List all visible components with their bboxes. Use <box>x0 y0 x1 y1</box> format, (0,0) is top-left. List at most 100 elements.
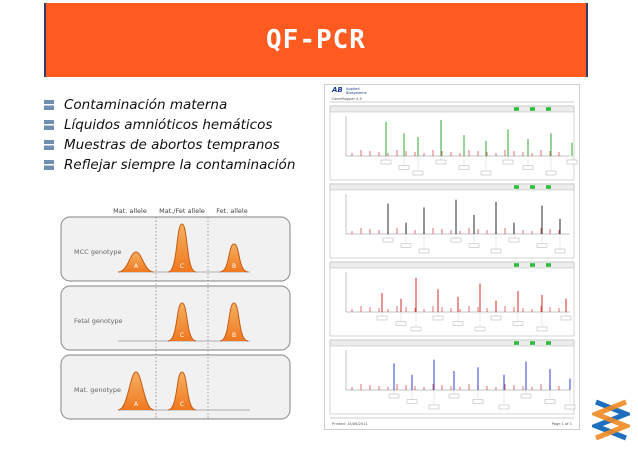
peak-label: C <box>180 332 184 339</box>
allele-call-box <box>450 237 462 243</box>
allele-call-box <box>400 243 412 248</box>
peak-label: B <box>232 263 236 270</box>
status-indicator <box>546 185 551 189</box>
peak-allele-c <box>167 371 197 411</box>
status-indicator <box>530 107 535 111</box>
status-indicator <box>514 341 519 345</box>
status-indicator <box>514 263 519 267</box>
allele-call-box <box>376 315 388 321</box>
bullet-text: Contaminación materna <box>64 97 228 113</box>
peak-allele-c <box>167 302 197 342</box>
brand-line: Applied <box>346 87 360 91</box>
column-header: Fet. allele <box>216 207 247 215</box>
allele-call-box <box>395 321 407 326</box>
trace-panel <box>329 339 575 415</box>
peak-allele-c <box>167 223 197 273</box>
peak-label: A <box>134 263 139 270</box>
allele-call-box <box>412 170 424 176</box>
bullet-square-icon <box>44 100 54 110</box>
peak-label: C <box>180 401 184 408</box>
bullet-item: Líquidos amnióticos hemáticos <box>44 115 295 135</box>
bullet-text: Líquidos amnióticos hemáticos <box>64 117 273 133</box>
allele-call-box <box>474 326 486 332</box>
bullet-square-icon <box>44 160 54 170</box>
allele-call-box <box>418 248 430 254</box>
bullet-square-icon <box>44 120 54 130</box>
allele-call-box <box>452 321 464 326</box>
allele-call-box <box>428 404 440 410</box>
bullet-item: Muestras de abortos tempranos <box>44 135 295 155</box>
peak-label: C <box>180 263 184 270</box>
status-indicator <box>546 263 551 267</box>
status-indicator <box>546 107 551 111</box>
peak-label: B <box>232 332 236 339</box>
status-indicator <box>514 107 519 111</box>
slide-title: QF-PCR <box>266 25 366 55</box>
brand-logo-icon: AB <box>331 86 343 94</box>
allele-call-box <box>406 399 418 404</box>
allele-call-box <box>508 237 520 243</box>
report-footer-left: Printed: 14/06/2011 <box>332 422 368 426</box>
column-header: Mat. allele <box>113 207 147 215</box>
allele-call-box <box>522 165 534 170</box>
trace-panel <box>329 105 575 181</box>
genotype-diagram: Mat. allele Mat./Fet allele Fet. allele … <box>60 207 291 420</box>
allele-call-box <box>468 243 480 248</box>
bullet-item: Contaminación materna <box>44 95 295 115</box>
bullet-item: Reflejar siempre la contaminación <box>44 155 295 175</box>
allele-call-box <box>560 315 572 321</box>
allele-call-box <box>490 248 502 254</box>
title-band: QF-PCR <box>44 3 588 77</box>
allele-call-box <box>566 159 578 165</box>
row-label: MCC genotype <box>74 248 122 256</box>
peak-allele-b <box>219 243 249 273</box>
allele-call-box <box>448 393 460 399</box>
bullet-square-icon <box>44 140 54 150</box>
maternal-panel <box>60 354 291 420</box>
allele-call-box <box>564 404 576 410</box>
trace-panel <box>329 261 575 337</box>
allele-call-box <box>480 170 492 176</box>
trace-panel <box>329 183 575 259</box>
allele-call-box <box>544 399 556 404</box>
allele-call-box <box>512 321 524 326</box>
status-indicator <box>530 185 535 189</box>
allele-call-box <box>536 243 548 248</box>
allele-call-box <box>490 315 502 321</box>
peak-allele-a <box>117 371 155 411</box>
report-footer-right: Page 1 of 1 <box>552 422 572 426</box>
allele-call-box <box>380 159 392 165</box>
column-header: Mat./Fet allele <box>159 207 205 215</box>
allele-call-box <box>554 248 566 254</box>
allele-call-box <box>435 159 447 165</box>
peak-allele-a <box>117 251 155 273</box>
peak-label: A <box>134 401 139 408</box>
allele-call-box <box>545 170 557 176</box>
bullet-text: Reflejar siempre la contaminación <box>64 157 296 173</box>
allele-call-box <box>398 165 410 170</box>
trace-panel-header <box>329 183 575 191</box>
allele-call-box <box>458 165 470 170</box>
allele-call-box <box>520 393 532 399</box>
status-indicator <box>530 341 535 345</box>
allele-call-box <box>472 399 484 404</box>
bullet-text: Muestras de abortos tempranos <box>64 137 280 153</box>
allele-call-box <box>432 315 444 321</box>
status-indicator <box>514 185 519 189</box>
allele-call-box <box>410 326 422 332</box>
status-indicator <box>546 341 551 345</box>
brand-line: Biosystems <box>346 91 367 95</box>
allele-call-box <box>498 404 510 410</box>
trace-panel-header <box>329 105 575 113</box>
electropherogram-report: AB Applied Biosystems GeneMapper 4.0 Pri… <box>324 84 580 430</box>
trace-panel-header <box>329 339 575 347</box>
allele-call-box <box>382 237 394 243</box>
brand-chevron-icon <box>592 399 630 441</box>
allele-call-box <box>502 159 514 165</box>
row-label: Fetal genotype <box>74 317 123 325</box>
trace-panel-header <box>329 261 575 269</box>
panels-group <box>329 105 578 415</box>
allele-call-box <box>388 393 400 399</box>
row-label: Mat. genotype <box>74 386 121 394</box>
